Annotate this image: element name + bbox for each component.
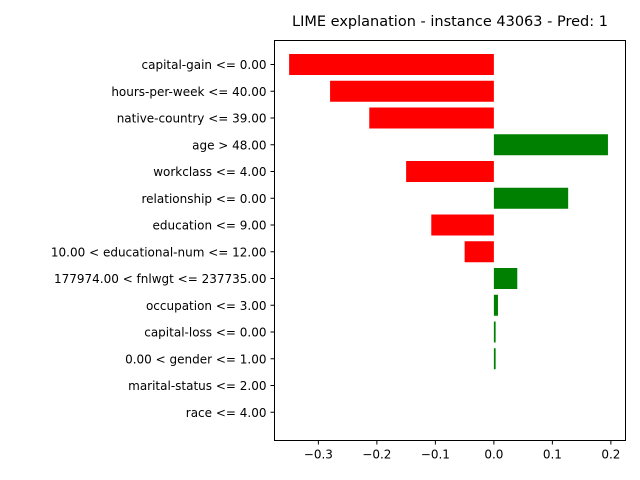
- bars-group: [289, 54, 608, 370]
- plot-frame: [274, 40, 626, 441]
- y-tick-label: 10.00 < educational-num <= 12.00: [51, 245, 267, 259]
- x-ticks: −0.3 −0.2 −0.1 0.0 0.1 0.2: [304, 440, 620, 462]
- bar: [289, 54, 494, 75]
- y-tick-label: age > 48.00: [192, 138, 266, 152]
- x-tick-label: −0.1: [421, 448, 450, 462]
- bar: [493, 348, 496, 370]
- y-tick-label: race <= 4.00: [186, 406, 267, 420]
- bar: [406, 161, 494, 182]
- chart-title: LIME explanation - instance 43063 - Pred…: [292, 14, 608, 30]
- y-tick-label: hours-per-week <= 40.00: [111, 85, 266, 99]
- y-tick-label: capital-loss <= 0.00: [144, 326, 266, 340]
- y-tick-label: 0.00 < gender <= 1.00: [125, 352, 266, 366]
- y-tick-label: native-country <= 39.00: [117, 112, 267, 126]
- bar: [330, 80, 494, 102]
- bar: [493, 321, 496, 343]
- y-tick-label: occupation <= 3.00: [146, 299, 267, 313]
- x-tick-label: 0.1: [543, 448, 562, 462]
- bar: [431, 214, 494, 236]
- y-tick-label: capital-gain <= 0.00: [142, 58, 267, 72]
- y-tick-label: workclass <= 4.00: [153, 165, 266, 179]
- bar: [493, 294, 498, 316]
- bar: [369, 107, 494, 129]
- y-tick-label: relationship <= 0.00: [142, 192, 267, 206]
- y-tick-label: marital-status <= 2.00: [128, 379, 266, 393]
- x-tick-label: −0.2: [362, 448, 391, 462]
- x-tick-label: 0.0: [484, 448, 503, 462]
- y-tick-labels: capital-gain <= 0.00 hours-per-week <= 40…: [51, 58, 275, 420]
- bar: [493, 134, 608, 156]
- bar: [464, 241, 494, 263]
- y-tick-label: education <= 9.00: [153, 219, 267, 233]
- bar: [493, 187, 569, 209]
- x-tick-label: 0.2: [601, 448, 620, 462]
- y-tick-label: 177974.00 < fnlwgt <= 237735.00: [54, 272, 267, 286]
- bar: [493, 268, 518, 289]
- x-tick-label: −0.3: [304, 448, 333, 462]
